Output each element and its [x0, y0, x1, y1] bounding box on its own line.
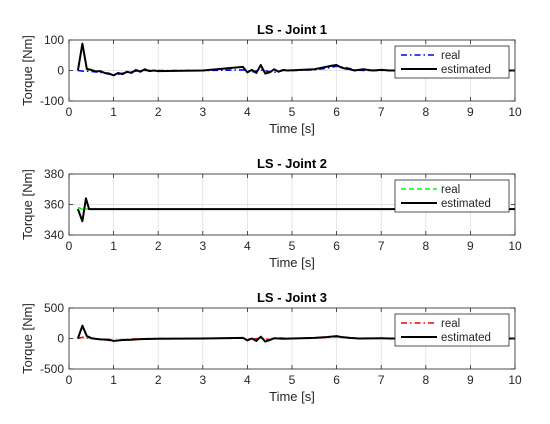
y-axis-label: Torque [Nm]: [20, 169, 35, 240]
x-tick-label: 7: [378, 239, 385, 253]
x-tick-label: 0: [66, 239, 73, 253]
y-tick-label: 0: [57, 332, 64, 346]
x-tick-label: 2: [155, 105, 162, 119]
x-tick-label: 5: [289, 239, 296, 253]
x-axis-label: Time [s]: [269, 255, 315, 270]
x-tick-label: 8: [422, 239, 429, 253]
chart-2: 0 1 2 3 4 5 6 7 8 9 10 340 360 380 LS - Joint 2 Time [s…: [20, 156, 522, 270]
x-tick-label: 9: [467, 105, 474, 119]
x-tick-label: 9: [467, 373, 474, 387]
legend-label-estimated: estimated: [441, 64, 491, 76]
x-tick-label: 6: [333, 373, 340, 387]
x-tick-label: 6: [333, 239, 340, 253]
x-tick-label: 10: [508, 239, 522, 253]
legend-label-real: real: [441, 50, 460, 62]
legend-box: [394, 45, 510, 79]
x-tick-label: 10: [508, 373, 522, 387]
y-tick-label: 500: [44, 301, 64, 315]
x-axis-label: Time [s]: [269, 121, 315, 136]
x-tick-label: 1: [110, 105, 117, 119]
x-tick-label: 4: [244, 105, 251, 119]
x-tick-label: 9: [467, 239, 474, 253]
y-tick-label: 0: [57, 64, 64, 78]
legend-label-estimated: estimated: [441, 198, 491, 210]
x-tick-label: 2: [155, 239, 162, 253]
x-tick-label: 4: [244, 373, 251, 387]
chart-title: LS - Joint 1: [257, 22, 327, 37]
legend: real estimated: [394, 45, 510, 79]
y-tick-label: -100: [40, 94, 64, 108]
x-tick-label: 1: [110, 239, 117, 253]
series-estimated-line: [76, 42, 515, 77]
legend-label-estimated: estimated: [441, 332, 491, 344]
x-tick-label: 7: [378, 105, 385, 119]
legend: real estimated: [394, 313, 510, 347]
legend: real estimated: [394, 179, 510, 213]
x-tick-label: 10: [508, 105, 522, 119]
x-axis-label: Time [s]: [269, 389, 315, 404]
chart-title: LS - Joint 2: [257, 156, 327, 171]
chart-title: LS - Joint 3: [257, 290, 327, 305]
y-tick-label: 380: [44, 167, 64, 181]
x-tick-label: 8: [422, 105, 429, 119]
x-tick-label: 3: [199, 373, 206, 387]
series-estimated-line: [76, 324, 515, 343]
x-tick-label: 6: [333, 105, 340, 119]
y-tick-label: 340: [44, 228, 64, 242]
x-tick-label: 8: [422, 373, 429, 387]
legend-label-real: real: [441, 184, 460, 196]
x-tick-label: 0: [66, 373, 73, 387]
x-tick-label: 7: [378, 373, 385, 387]
y-tick-label: 100: [44, 33, 64, 47]
x-tick-label: 3: [199, 105, 206, 119]
x-tick-label: 4: [244, 239, 251, 253]
x-tick-label: 3: [199, 239, 206, 253]
y-tick-label: 360: [44, 198, 64, 212]
x-tick-label: 2: [155, 373, 162, 387]
legend-box: [394, 179, 510, 213]
legend-box: [394, 313, 510, 347]
x-tick-label: 5: [289, 373, 296, 387]
x-tick-label: 1: [110, 373, 117, 387]
series-estimated-line: [76, 197, 515, 223]
legend-label-real: real: [441, 318, 460, 330]
y-axis-label: Torque [Nm]: [20, 303, 35, 374]
x-tick-label: 0: [66, 105, 73, 119]
y-tick-label: -500: [40, 362, 64, 376]
x-tick-label: 5: [289, 105, 296, 119]
y-axis-label: Torque [Nm]: [20, 35, 35, 106]
